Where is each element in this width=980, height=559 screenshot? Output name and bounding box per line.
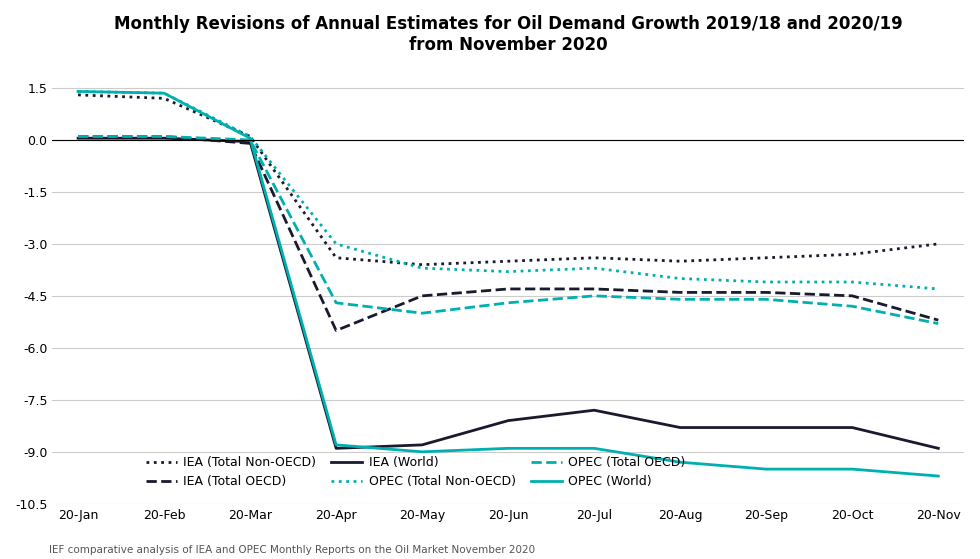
OPEC (Total OECD) xyxy=(73,133,84,140)
IEA (Total OECD) xyxy=(932,317,944,324)
IEA (World) xyxy=(158,135,170,141)
IEA (World) xyxy=(330,445,342,452)
Text: IEF comparative analysis of IEA and OPEC Monthly Reports on the Oil Market Novem: IEF comparative analysis of IEA and OPEC… xyxy=(49,546,535,556)
OPEC (Total OECD) xyxy=(416,310,428,316)
OPEC (Total OECD) xyxy=(674,296,686,302)
OPEC (Total Non-OECD) xyxy=(330,240,342,247)
OPEC (Total Non-OECD) xyxy=(847,278,858,285)
IEA (Total Non-OECD) xyxy=(760,254,772,261)
IEA (World) xyxy=(503,417,514,424)
IEA (World) xyxy=(847,424,858,431)
Line: IEA (Total Non-OECD): IEA (Total Non-OECD) xyxy=(78,95,938,264)
IEA (World) xyxy=(73,135,84,141)
IEA (Total Non-OECD) xyxy=(847,251,858,258)
IEA (World) xyxy=(416,442,428,448)
IEA (Total Non-OECD) xyxy=(674,258,686,264)
OPEC (World) xyxy=(73,88,84,95)
OPEC (Total Non-OECD) xyxy=(674,275,686,282)
OPEC (Total OECD) xyxy=(760,296,772,302)
Title: Monthly Revisions of Annual Estimates for Oil Demand Growth 2019/18 and 2020/19
: Monthly Revisions of Annual Estimates fo… xyxy=(114,15,903,54)
IEA (Total OECD) xyxy=(503,286,514,292)
IEA (Total OECD) xyxy=(760,289,772,296)
OPEC (Total OECD) xyxy=(330,300,342,306)
OPEC (World) xyxy=(674,459,686,466)
OPEC (Total Non-OECD) xyxy=(158,90,170,97)
OPEC (Total OECD) xyxy=(244,136,256,143)
IEA (Total Non-OECD) xyxy=(73,92,84,98)
OPEC (Total OECD) xyxy=(932,320,944,327)
OPEC (World) xyxy=(416,448,428,455)
IEA (Total OECD) xyxy=(588,286,600,292)
OPEC (Total Non-OECD) xyxy=(244,133,256,140)
IEA (Total OECD) xyxy=(416,292,428,299)
IEA (Total OECD) xyxy=(330,327,342,334)
OPEC (World) xyxy=(847,466,858,472)
IEA (Total Non-OECD) xyxy=(932,240,944,247)
IEA (World) xyxy=(244,138,256,145)
IEA (World) xyxy=(674,424,686,431)
OPEC (World) xyxy=(932,473,944,480)
IEA (Total Non-OECD) xyxy=(158,95,170,102)
OPEC (World) xyxy=(503,445,514,452)
OPEC (Total Non-OECD) xyxy=(932,286,944,292)
OPEC (World) xyxy=(588,445,600,452)
OPEC (World) xyxy=(330,442,342,448)
OPEC (Total Non-OECD) xyxy=(760,278,772,285)
IEA (Total Non-OECD) xyxy=(588,254,600,261)
IEA (Total Non-OECD) xyxy=(416,261,428,268)
OPEC (Total Non-OECD) xyxy=(588,265,600,272)
Legend: IEA (Total Non-OECD), IEA (Total OECD), IEA (World), OPEC (Total Non-OECD), OPEC: IEA (Total Non-OECD), IEA (Total OECD), … xyxy=(140,451,690,493)
Line: OPEC (Total Non-OECD): OPEC (Total Non-OECD) xyxy=(78,92,938,289)
OPEC (World) xyxy=(158,90,170,97)
IEA (Total OECD) xyxy=(244,140,256,147)
IEA (World) xyxy=(760,424,772,431)
OPEC (World) xyxy=(244,135,256,141)
Line: IEA (World): IEA (World) xyxy=(78,138,938,448)
IEA (Total OECD) xyxy=(158,133,170,140)
IEA (Total Non-OECD) xyxy=(330,254,342,261)
OPEC (Total OECD) xyxy=(588,292,600,299)
OPEC (Total Non-OECD) xyxy=(416,265,428,272)
IEA (World) xyxy=(932,445,944,452)
IEA (Total Non-OECD) xyxy=(503,258,514,264)
OPEC (Total OECD) xyxy=(503,300,514,306)
Line: OPEC (World): OPEC (World) xyxy=(78,92,938,476)
OPEC (Total OECD) xyxy=(158,133,170,140)
OPEC (Total Non-OECD) xyxy=(73,88,84,95)
Line: OPEC (Total OECD): OPEC (Total OECD) xyxy=(78,136,938,324)
Line: IEA (Total OECD): IEA (Total OECD) xyxy=(78,136,938,330)
IEA (Total OECD) xyxy=(73,133,84,140)
OPEC (World) xyxy=(760,466,772,472)
OPEC (Total Non-OECD) xyxy=(503,268,514,275)
IEA (World) xyxy=(588,407,600,414)
IEA (Total OECD) xyxy=(847,292,858,299)
IEA (Total OECD) xyxy=(674,289,686,296)
OPEC (Total OECD) xyxy=(847,303,858,310)
IEA (Total Non-OECD) xyxy=(244,133,256,140)
